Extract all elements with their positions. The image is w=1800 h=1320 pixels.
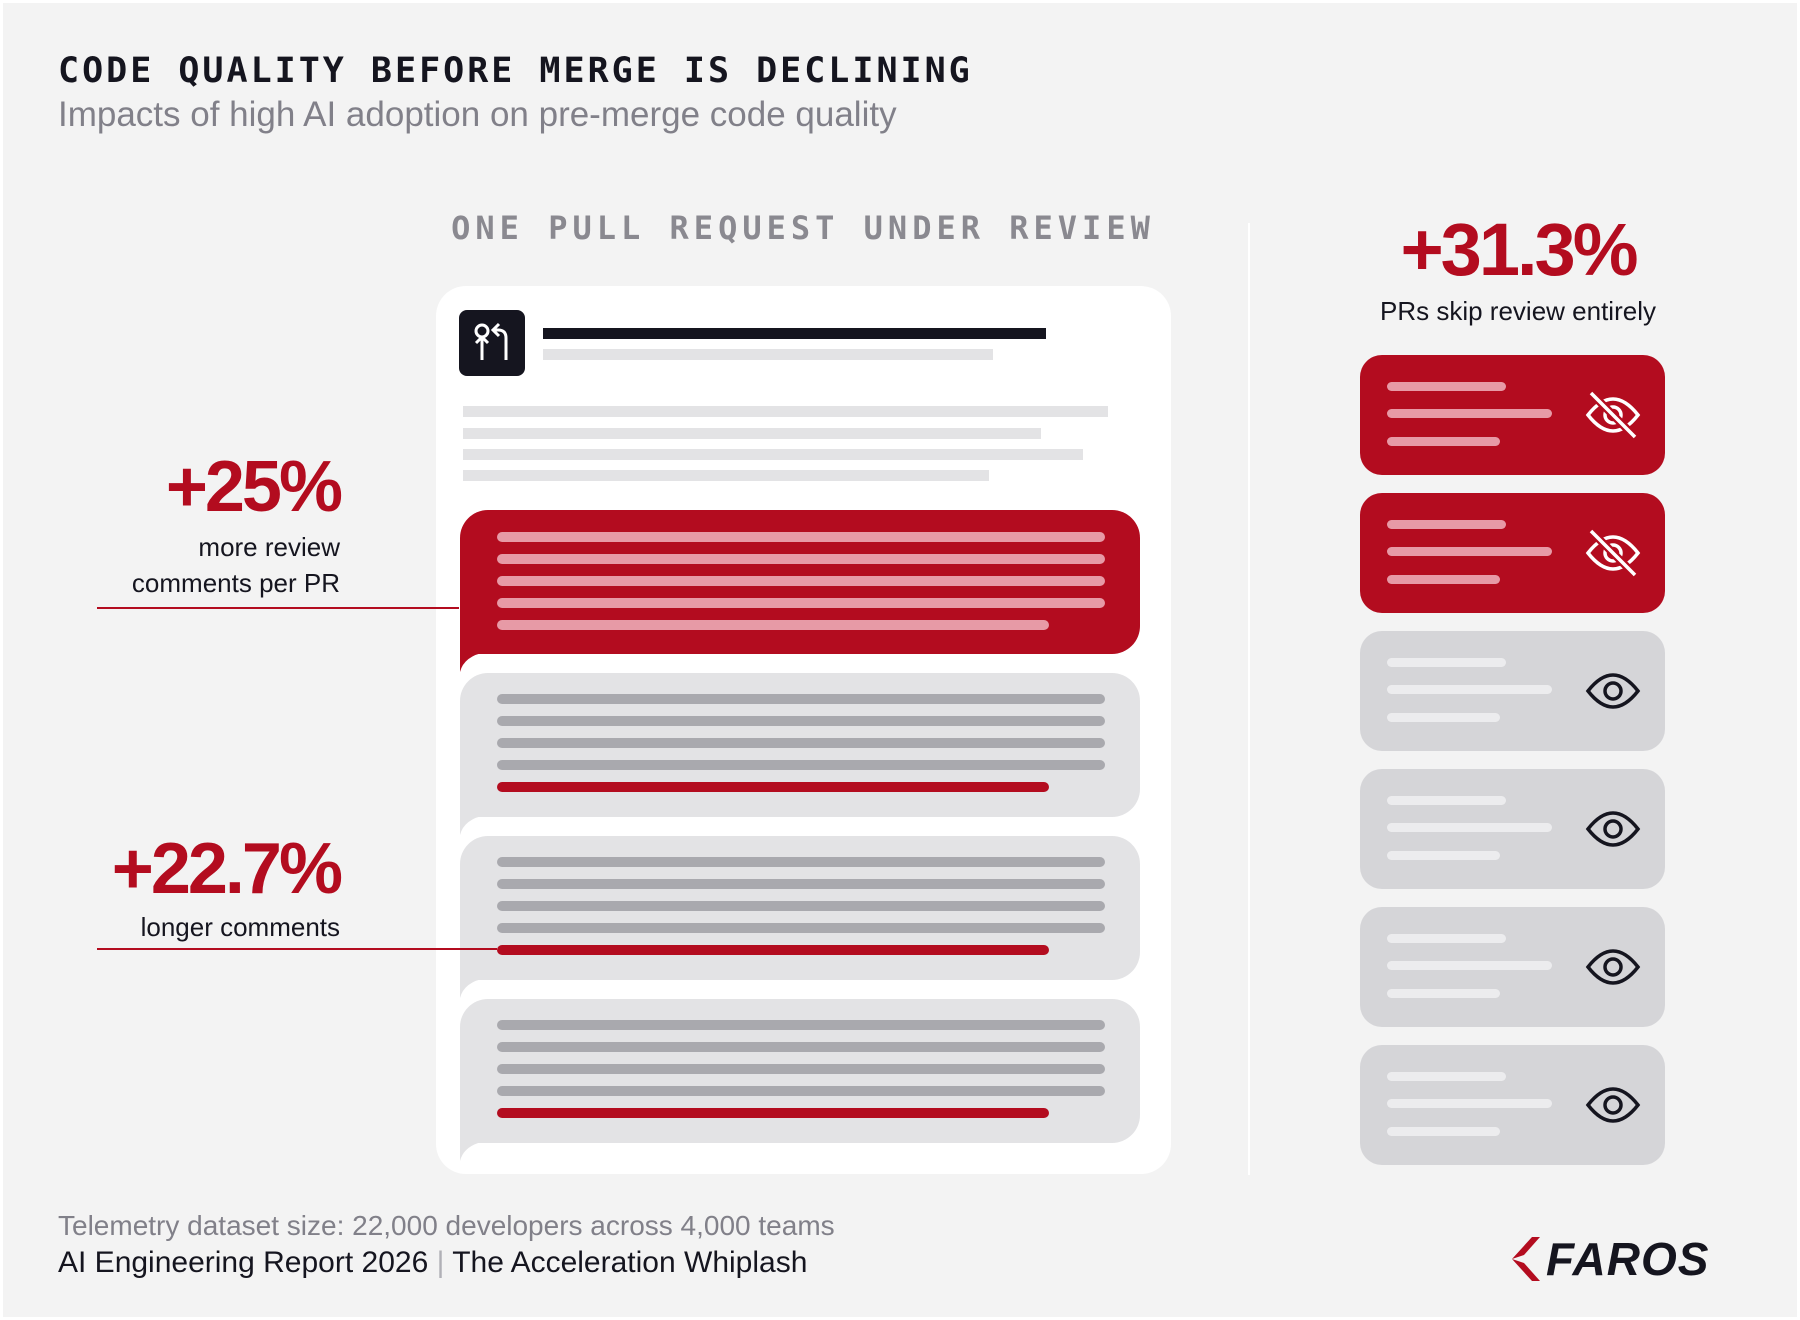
pr-card-line (1387, 520, 1506, 529)
pr-card-line (1387, 961, 1552, 970)
report-credit: AI Engineering Report 2026 | The Acceler… (58, 1246, 807, 1280)
pr-card-line (1387, 823, 1552, 832)
pr-card-line (1387, 382, 1506, 391)
stat-longer-comments-label: longer comments (140, 912, 340, 942)
pr-card-line (1387, 437, 1500, 446)
comment-line (497, 598, 1105, 608)
eye-off-icon (1585, 390, 1641, 440)
pr-card-line (1387, 1099, 1552, 1108)
stat-more-comments: +25% more review comments per PR (131, 447, 343, 601)
stat-skip-review-label: PRs skip review entirely (1380, 296, 1656, 326)
comment-line (497, 879, 1105, 889)
comment-line-highlight (497, 1108, 1049, 1118)
pr-card-line (1387, 989, 1500, 998)
review-comment (460, 836, 1140, 998)
eye-icon (1585, 949, 1641, 985)
eye-icon (1585, 1087, 1641, 1123)
pr-card-line (1387, 685, 1552, 694)
pr-card-line (1387, 934, 1506, 943)
comment-line (497, 857, 1105, 867)
pull-request-meta-placeholder (543, 349, 993, 360)
report-title: AI Engineering Report 2026 (58, 1246, 429, 1279)
comment-line (497, 901, 1105, 911)
comment-line (497, 554, 1105, 564)
description-line (463, 470, 989, 481)
pr-card-line (1387, 713, 1500, 722)
eye-off-icon (1585, 528, 1641, 578)
comment-line (497, 716, 1105, 726)
pr-card-skipped (1360, 355, 1665, 475)
comment-line (497, 694, 1105, 704)
description-line (463, 449, 1083, 460)
leader-line-length (97, 948, 497, 950)
pr-card-line (1387, 547, 1552, 556)
pr-card-line (1387, 1072, 1506, 1081)
stat-more-comments-label-line1: more review (198, 532, 340, 562)
comment-line (497, 738, 1105, 748)
stat-longer-comments: +22.7% longer comments (111, 829, 343, 945)
pull-request-icon (459, 310, 525, 376)
stat-skip-review-value: +31.3% (1400, 208, 1638, 291)
svg-text:FAROS: FAROS (1546, 1233, 1709, 1285)
pr-card-reviewed (1360, 769, 1665, 889)
review-comment (460, 673, 1140, 835)
comment-tail (460, 815, 486, 835)
pr-card-line (1387, 658, 1506, 667)
description-line (463, 428, 1041, 439)
stat-more-comments-label-line2: comments per PR (131, 568, 340, 598)
description-line (463, 406, 1108, 417)
stat-skip-review: +31.3% PRs skip review entirely (1313, 213, 1723, 329)
report-subtitle: The Acceleration Whiplash (452, 1246, 808, 1279)
comment-line (497, 1064, 1105, 1074)
pr-card-reviewed (1360, 1045, 1665, 1165)
review-comment-highlighted (460, 510, 1140, 672)
stat-more-comments-value: +25% (165, 447, 343, 527)
comment-line-highlight (497, 945, 1049, 955)
column-divider (1248, 223, 1250, 1175)
pr-card-line (1387, 409, 1552, 418)
pr-card-line (1387, 851, 1500, 860)
comment-line (497, 1020, 1105, 1030)
review-comment (460, 999, 1140, 1161)
page-title: CODE QUALITY BEFORE MERGE IS DECLINING (58, 51, 973, 91)
pr-card-line (1387, 575, 1500, 584)
pr-card-reviewed (1360, 907, 1665, 1027)
comment-line-highlight (497, 782, 1049, 792)
comment-line (497, 923, 1105, 933)
dataset-note: Telemetry dataset size: 22,000 developer… (58, 1210, 835, 1241)
comment-line (497, 620, 1049, 630)
comment-tail (460, 978, 486, 998)
infographic-canvas: CODE QUALITY BEFORE MERGE IS DECLINING I… (3, 3, 1797, 1317)
comment-tail (460, 1141, 486, 1161)
pull-request-title-placeholder (543, 328, 1046, 339)
comment-line (497, 1086, 1105, 1096)
eye-icon (1585, 673, 1641, 709)
pr-card-skipped (1360, 493, 1665, 613)
leader-line-comments (97, 607, 459, 609)
comment-tail (460, 652, 486, 672)
report-separator: | (436, 1246, 445, 1279)
faros-logo: FAROS (1508, 1231, 1753, 1292)
pull-request-heading: ONE PULL REQUEST UNDER REVIEW (451, 209, 1155, 247)
comment-line (497, 532, 1105, 542)
page-subtitle: Impacts of high AI adoption on pre-merge… (58, 95, 897, 134)
pr-card-reviewed (1360, 631, 1665, 751)
pull-request-card (436, 286, 1171, 1174)
eye-icon (1585, 811, 1641, 847)
pr-card-line (1387, 796, 1506, 805)
comment-line (497, 1042, 1105, 1052)
comment-line (497, 576, 1105, 586)
comment-line (497, 760, 1105, 770)
stat-longer-comments-value: +22.7% (111, 829, 343, 909)
pr-card-line (1387, 1127, 1500, 1136)
